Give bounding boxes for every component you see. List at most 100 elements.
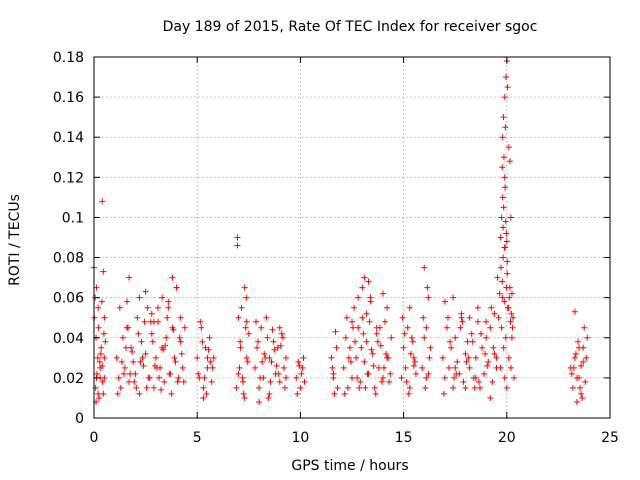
data-point: [268, 358, 275, 365]
data-point: [509, 324, 516, 331]
data-point: [481, 370, 488, 377]
data-point: [422, 384, 429, 391]
data-point: [499, 294, 506, 301]
data-point: [353, 354, 360, 361]
data-point: [254, 344, 261, 351]
y-axis-title: ROTI / TECUs: [7, 194, 23, 286]
data-point: [506, 158, 513, 165]
data-point: [439, 354, 446, 361]
data-point: [490, 344, 497, 351]
data-point: [136, 390, 143, 397]
data-point: [580, 344, 587, 351]
data-point: [501, 174, 508, 181]
data-point: [458, 310, 465, 317]
data-point: [577, 384, 584, 391]
data-point: [165, 304, 172, 311]
data-point: [265, 394, 272, 401]
data-point: [494, 274, 501, 281]
data-point: [269, 326, 276, 333]
data-point: [452, 334, 459, 341]
data-point: [454, 358, 461, 365]
data-point: [491, 350, 498, 357]
data-point: [132, 370, 139, 377]
data-point: [277, 342, 284, 349]
y-tick-label: 0.04: [53, 331, 84, 347]
data-point: [502, 124, 509, 131]
data-point: [169, 274, 176, 281]
data-point: [332, 328, 339, 335]
data-point: [569, 384, 576, 391]
x-tick-label: 20: [498, 430, 516, 446]
data-point: [500, 344, 507, 351]
data-point: [572, 350, 579, 357]
data-point: [504, 270, 511, 277]
data-point: [121, 364, 128, 371]
data-point: [266, 354, 273, 361]
data-point: [472, 354, 479, 361]
data-point: [138, 338, 145, 345]
data-point: [145, 374, 152, 381]
data-point: [256, 384, 263, 391]
data-point: [99, 362, 106, 369]
data-point: [501, 244, 508, 251]
data-point: [241, 284, 248, 291]
data-point: [367, 298, 374, 305]
data-point: [96, 358, 103, 365]
y-tick-label: 0: [75, 411, 84, 427]
data-point: [171, 354, 178, 361]
data-point: [463, 358, 470, 365]
data-point: [200, 394, 207, 401]
data-point: [300, 354, 307, 361]
data-point: [256, 398, 263, 405]
data-point: [471, 384, 478, 391]
data-point: [267, 378, 274, 385]
data-point: [384, 304, 391, 311]
y-tick-label: 0.02: [53, 371, 84, 387]
data-point: [340, 364, 347, 371]
data-point: [466, 364, 473, 371]
data-point: [134, 314, 141, 321]
data-point: [235, 370, 242, 377]
data-point: [271, 346, 278, 353]
data-point: [240, 378, 247, 385]
data-point: [503, 284, 510, 291]
data-point: [152, 354, 159, 361]
data-point: [450, 294, 457, 301]
data-point: [181, 324, 188, 331]
data-point: [251, 364, 258, 371]
data-point: [482, 350, 489, 357]
data-point: [115, 374, 122, 381]
data-point: [142, 350, 149, 357]
data-point: [505, 144, 512, 151]
data-point: [101, 374, 108, 381]
data-point: [440, 390, 447, 397]
data-point: [402, 364, 409, 371]
data-point: [282, 354, 289, 361]
data-point: [127, 370, 134, 377]
data-point: [203, 390, 210, 397]
data-point: [485, 358, 492, 365]
x-tick-labels: 0 5 10 15 20 25: [90, 430, 619, 446]
data-point: [369, 350, 376, 357]
data-point: [178, 350, 185, 357]
data-point: [460, 378, 467, 385]
data-point: [388, 334, 395, 341]
data-point: [100, 268, 107, 275]
data-point: [345, 354, 352, 361]
data-point: [113, 354, 120, 361]
data-point: [503, 230, 510, 237]
data-point: [208, 378, 215, 385]
data-point: [349, 318, 355, 325]
data-point: [98, 298, 105, 305]
data-point: [375, 364, 382, 371]
data-point: [370, 362, 377, 369]
data-point: [238, 304, 245, 311]
data-point: [493, 354, 500, 361]
data-point: [204, 364, 211, 371]
x-tick-label: 0: [90, 430, 99, 446]
data-point: [141, 318, 148, 325]
data-point: [294, 390, 301, 397]
data-point: [360, 330, 367, 337]
y-tick-label: 0.08: [53, 251, 84, 267]
